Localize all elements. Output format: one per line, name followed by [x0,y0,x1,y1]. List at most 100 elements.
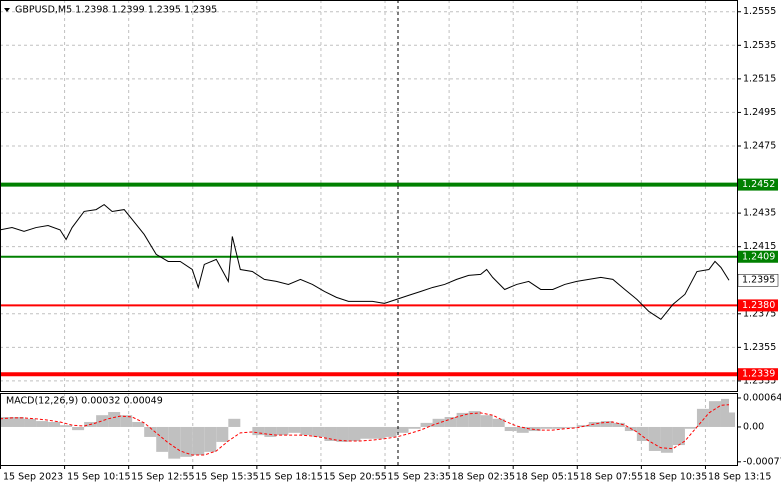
menu-arrow[interactable] [4,8,10,12]
y-tick-label: -0.00077 [743,456,781,467]
histogram-bar [192,426,205,456]
x-tick-label: 15 Sep 18:15 [259,472,322,483]
x-tick-label: 18 Sep 05:15 [516,472,579,483]
histogram-bar [588,421,601,427]
x-tick-label: 18 Sep 07:55 [580,472,643,483]
histogram-bar [612,422,625,427]
histogram-bar [336,426,349,442]
main-frame [0,0,738,392]
x-tick-label: 15 Sep 12:55 [131,472,194,483]
y-tick-label: 1.2535 [743,40,776,51]
histogram-bar [720,398,729,427]
histogram-bar [36,421,49,427]
histogram-bar [492,418,505,427]
histogram-bar [636,426,649,441]
y-tick-label: 1.2515 [743,73,776,84]
histogram-bar [540,426,553,429]
y-tick-label: 0.00064 [743,392,781,403]
histogram-bar [264,426,277,437]
macd-frame [0,393,738,466]
x-tick-label: 15 Sep 20:55 [323,472,386,483]
histogram-bar [728,412,735,427]
plot-layer: 1.2555 1.2535 1.2515 1.2495 1.2475 1.2435 1.24… [0,0,781,483]
histogram-bar [108,412,121,427]
x-tick-label: 15 Sep 23:35 [388,472,451,483]
series-line [0,203,730,321]
histogram-bar [396,426,409,433]
histogram-bar [444,417,457,427]
histogram-bar [456,412,469,427]
histogram-bar [420,422,433,427]
histogram-bar [552,426,565,429]
y-tick-label: 1.2495 [743,107,776,118]
level-label-box [738,178,778,191]
histogram-bar [372,426,385,439]
histogram-bar [276,426,289,436]
histogram-bar [144,426,157,437]
chart-title: GBPUSD,M5 1.2398 1.2399 1.2395 1.2395 [15,5,217,16]
histogram-bar [684,426,697,429]
histogram-bar [72,426,85,431]
histogram-bar [120,415,133,427]
level-label: 1.2452 [742,179,775,190]
level-label-box [738,299,778,312]
y-tick-label: 1.2475 [743,140,776,151]
histogram-bar [564,426,577,428]
x-tick-label: 15 Sep 10:15 [67,472,130,483]
histogram-bar [696,408,709,427]
level-label-box [738,368,778,381]
level-label: 1.2380 [742,300,775,311]
histogram-bar [48,421,61,427]
histogram-bar [216,426,229,442]
y-tick-label: 1.2355 [743,342,776,353]
histogram-bar [312,426,325,437]
y-tick-label: 1.2435 [743,208,776,219]
x-tick-label: 15 Sep 15:35 [195,472,258,483]
histogram-bar [708,401,721,427]
histogram-bar [324,426,337,441]
x-tick-label: 18 Sep 10:35 [644,472,707,483]
histogram-bar [300,426,313,436]
histogram-bar [156,426,169,452]
histogram-bar [600,421,613,427]
histogram-bar [252,426,265,436]
x-tick-label: 15 Sep 2023 [3,472,63,483]
histogram-bar [228,418,241,427]
histogram-bar [672,426,685,446]
histogram-bar [468,411,481,427]
y-tick-label: 1.2555 [743,6,776,17]
series-line [0,404,730,456]
histogram-bar [204,426,217,452]
level-label-box [738,250,778,263]
x-tick-label: 18 Sep 13:15 [708,472,771,483]
last-price-label: 1.2395 [742,275,775,286]
histogram-bar [408,426,421,429]
level-label: 1.2409 [742,251,775,262]
histogram-bar [660,426,673,453]
y-tick-label: 1.2415 [743,241,776,252]
histogram-bar [360,426,373,439]
histogram-bar [516,426,529,433]
histogram-bar [0,417,13,427]
macd-title: MACD(12,26,9) 0.00032 0.00049 [6,396,163,407]
histogram-bar [384,426,397,437]
histogram-bar [24,418,37,427]
x-tick-label: 18 Sep 02:35 [452,472,515,483]
histogram-bar [132,421,145,427]
histogram-bar [288,426,301,433]
histogram-bar [180,426,193,457]
histogram-bar [648,426,661,451]
histogram-bar [12,417,25,427]
y-tick-label: 0.00 [743,421,764,432]
level-label: 1.2339 [742,369,775,380]
y-tick-label: 1.2335 [743,375,776,386]
histogram-bar [348,426,361,441]
histogram-bar [480,415,493,427]
histogram-bar [96,415,109,427]
y-tick-label: 1.2375 [743,308,776,319]
histogram-bar [504,426,517,432]
histogram-bar [60,425,73,427]
histogram-bar [168,426,181,459]
